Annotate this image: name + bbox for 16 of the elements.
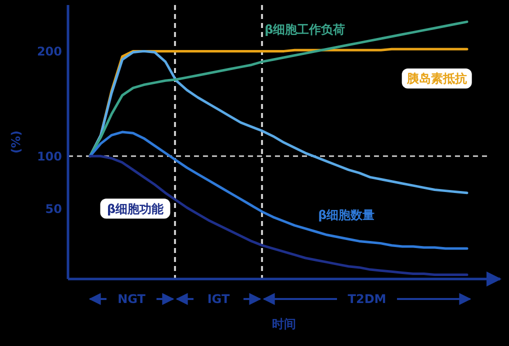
- series-label: β细胞数量: [318, 208, 375, 222]
- series-label: β细胞功能: [106, 202, 165, 216]
- line-series: [88, 20, 468, 158]
- text: IGT: [207, 292, 230, 306]
- x-axis-title: 时间: [272, 317, 296, 331]
- line-series: [88, 154, 468, 276]
- series-label: 胰岛素抵抗: [406, 72, 467, 86]
- y-tick-label: 100: [36, 149, 62, 164]
- series-label: β细胞工作负荷: [264, 22, 346, 36]
- line-series: [88, 50, 468, 194]
- text: T2DM: [348, 292, 386, 306]
- y-tick-label: 200: [36, 44, 62, 58]
- y-tick-label: 50: [45, 202, 62, 216]
- text: NGT: [118, 292, 146, 306]
- line-series: [88, 130, 468, 250]
- y-axis-title: (%): [9, 130, 24, 154]
